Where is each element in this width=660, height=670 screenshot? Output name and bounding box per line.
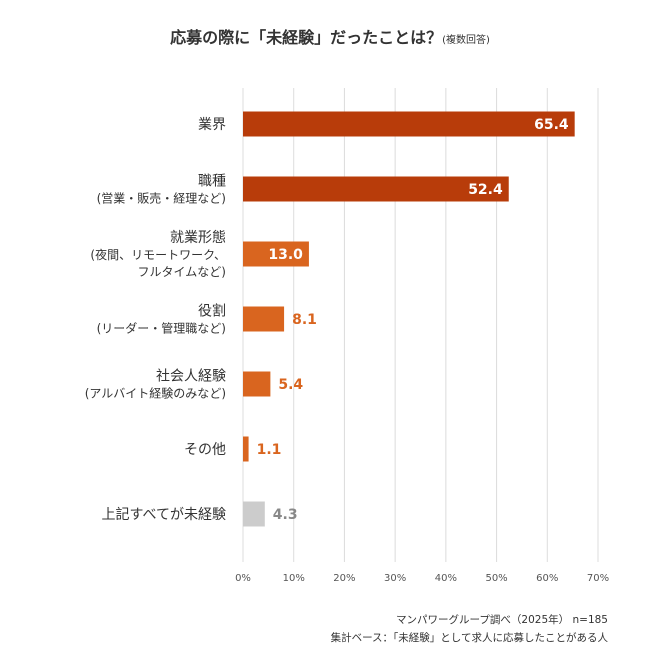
category-label: 職種 <box>198 174 226 190</box>
bar <box>243 436 249 462</box>
bar-value-label: 4.3 <box>273 507 298 523</box>
bar-value-label: 8.1 <box>292 312 317 328</box>
bar-value-label: 65.4 <box>534 117 569 133</box>
bar-value-label: 5.4 <box>278 377 303 393</box>
x-tick-label: 20% <box>333 573 355 584</box>
bar-value-label: 52.4 <box>468 182 503 198</box>
chart-title-main: 応募の際に「未経験」だったことは？ <box>170 28 443 47</box>
x-tick-label: 30% <box>384 573 406 584</box>
bar-value-label: 13.0 <box>268 247 303 263</box>
x-tick-label: 0% <box>235 573 251 584</box>
chart-title-note: (複数回答) <box>442 35 490 46</box>
x-tick-label: 60% <box>536 573 558 584</box>
bar <box>243 241 309 267</box>
category-label: 業界 <box>198 117 226 133</box>
category-sublabel: (リーダー・管理職など) <box>97 321 226 336</box>
x-tick-label: 50% <box>485 573 507 584</box>
bar <box>243 371 271 397</box>
bar <box>243 306 285 332</box>
category-label: 役割 <box>198 303 226 320</box>
bar <box>243 176 509 202</box>
chart-title: 応募の際に「未経験」だったことは？(複数回答) <box>0 24 660 48</box>
x-tick-label: 40% <box>435 573 457 584</box>
category-label: 上記すべてが未経験 <box>102 506 226 523</box>
x-tick-label: 10% <box>283 573 305 584</box>
bar-value-label: 1.1 <box>257 442 282 458</box>
category-sublabel: (夜間、リモートワーク、 <box>90 247 226 262</box>
bar <box>243 501 265 527</box>
x-tick-label: 70% <box>587 573 609 584</box>
source-note: マンパワーグループ調べ（2025年） n=185 <box>396 614 608 626</box>
category-label: 社会人経験 <box>156 369 226 385</box>
category-sublabel: フルタイムなど) <box>138 265 226 279</box>
category-sublabel: (アルバイト経験のみなど) <box>85 386 226 401</box>
category-sublabel: (営業・販売・経理など) <box>97 191 226 206</box>
category-label: その他 <box>184 442 226 458</box>
basis-note: 集計ベース：「未経験」として求人に応募したことがある人 <box>330 632 608 644</box>
category-label: 就業形態 <box>170 230 226 246</box>
bar <box>243 111 575 137</box>
